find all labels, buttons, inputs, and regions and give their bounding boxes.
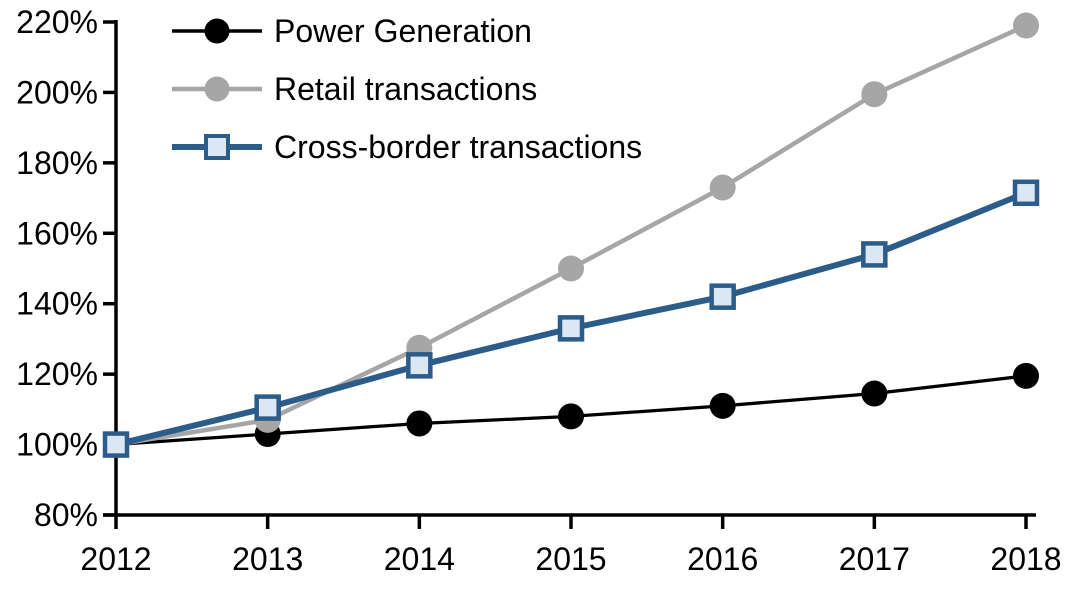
series-retail-transactions-marker [709,174,736,201]
series-retail-transactions-marker [558,255,584,282]
series-power-generation-marker [406,410,433,437]
y-tick-label: 200% [16,74,98,110]
series-power-generation-marker [558,403,584,430]
legend-item-cross-border-transactions: Cross-border transactions [170,118,642,176]
series-retail-transactions-marker [861,81,888,108]
series-cross-border-transactions-marker [861,241,888,268]
legend-item-power-generation: Power Generation [170,2,642,60]
y-tick-label: 80% [34,497,98,533]
y-tick-label: 220% [16,4,98,40]
retail-transactions-marker-icon [172,76,262,102]
legend-label-cross-border-transactions: Cross-border transactions [274,129,643,165]
series-power-generation-marker [709,392,736,419]
x-tick-label: 2014 [384,541,455,577]
series-power-generation-marker [1013,362,1039,389]
x-tick-label: 2016 [687,541,758,577]
series-power-generation-marker [861,380,888,407]
y-tick-label: 100% [16,427,98,463]
series-cross-border-transactions-marker [709,283,736,310]
series-cross-border-transactions-marker [102,431,130,458]
x-tick-label: 2018 [990,541,1061,577]
legend-label-power-generation: Power Generation [274,13,532,49]
x-tick-label: 2017 [839,541,910,577]
legend-item-retail-transactions: Retail transactions [170,60,642,118]
legend: Power Generation Retail transactions Cro… [170,2,642,176]
y-tick-label: 140% [16,286,98,322]
legend-label-retail-transactions: Retail transactions [274,71,538,107]
power-generation-marker-icon [172,18,262,44]
series-cross-border-transactions-marker [557,315,585,342]
x-tick-label: 2012 [80,541,151,577]
x-tick-label: 2015 [535,541,606,577]
x-tick-label: 2013 [232,541,303,577]
cross-border-transactions-marker-icon [172,134,262,160]
series-retail-transactions-marker [1013,12,1039,39]
series-cross-border-transactions-marker [406,352,433,379]
y-tick-label: 120% [16,356,98,392]
y-tick-label: 180% [16,145,98,181]
series-cross-border-transactions-marker [1012,179,1040,207]
series-cross-border-transactions-marker [254,394,281,421]
y-tick-label: 160% [16,215,98,251]
